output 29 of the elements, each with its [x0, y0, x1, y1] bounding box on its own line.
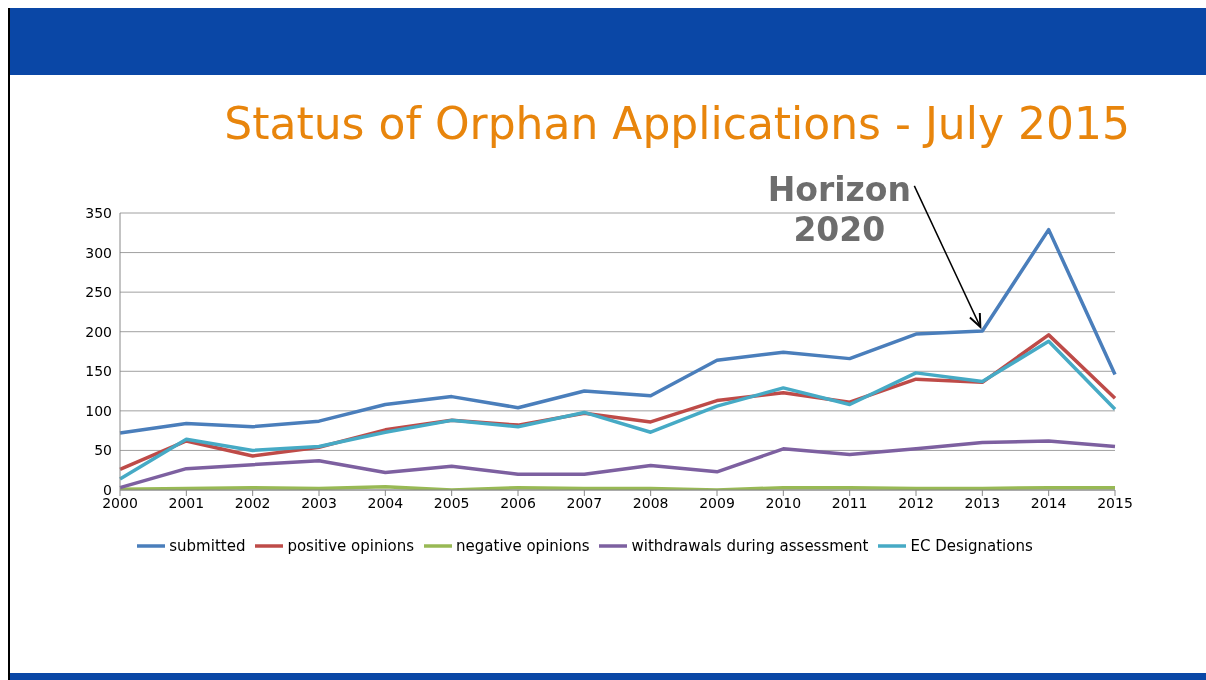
x-tick-label: 2008: [632, 494, 669, 511]
y-tick-label: 350: [85, 204, 112, 221]
legend-label: positive opinions: [287, 536, 415, 555]
legend-label: withdrawals during assessment: [631, 536, 869, 555]
legend-label: negative opinions: [456, 536, 590, 555]
y-tick-label: 100: [85, 402, 112, 419]
x-tick-label: 2003: [301, 494, 337, 511]
y-tick-label: 50: [94, 442, 112, 459]
x-tick-label: 2002: [234, 494, 271, 511]
y-tick-label: 250: [85, 284, 112, 301]
x-tick-label: 2011: [831, 494, 868, 511]
y-tick-label: 150: [85, 363, 112, 380]
x-tick-label: 2009: [699, 494, 735, 511]
x-tick-label: 2014: [1030, 494, 1067, 511]
x-tick-label: 2015: [1097, 494, 1133, 511]
annotation: Horizon 2020: [767, 169, 911, 249]
x-tick-label: 2010: [765, 494, 802, 511]
x-tick-label: 2012: [898, 494, 934, 511]
x-tick-label: 2001: [168, 494, 205, 511]
legend-label: EC Designations: [910, 536, 1033, 555]
y-tick-label: 300: [85, 244, 112, 261]
x-tick-label: 2007: [566, 494, 603, 511]
x-tick-label: 2013: [964, 494, 1001, 511]
chart-title: Status of Orphan Applications - July 2015: [223, 98, 1130, 149]
legend-label: submitted: [169, 536, 246, 555]
y-tick-label: 200: [85, 323, 112, 340]
x-tick-label: 2005: [433, 494, 470, 511]
x-tick-label: 2006: [500, 494, 536, 511]
x-tick-label: 2004: [367, 494, 404, 511]
